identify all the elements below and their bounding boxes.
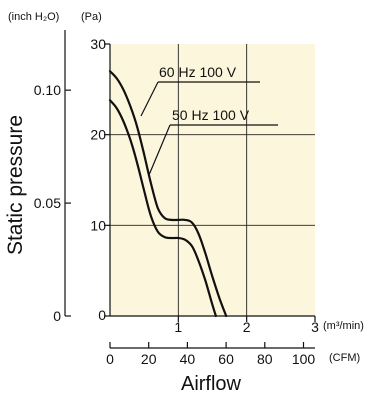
series-line-50hz (108, 99, 217, 318)
series-lines (108, 70, 228, 318)
y-tick-label: 0 (98, 307, 106, 323)
cfm-tick-label: 40 (180, 351, 196, 367)
y-ticks-inch: 0 0.05 0.10 (34, 82, 71, 324)
x-axis-label: Airflow (181, 373, 242, 395)
y-unit-secondary: (inch H₂O) (8, 11, 59, 23)
plot-background (110, 44, 315, 316)
cfm-tick-label: 20 (141, 351, 157, 367)
x-ticks-cfm: 0 20 40 60 80 100 (106, 342, 315, 367)
annotation-50hz: 50 Hz 100 V (148, 107, 278, 176)
x-ticks-m3: 1 2 3 (174, 316, 319, 335)
annotation-60hz: 60 Hz 100 V (140, 64, 260, 117)
cfm-tick-label: 80 (257, 351, 273, 367)
series-line-60hz (108, 70, 228, 318)
leader-60hz (140, 81, 159, 117)
x-unit-primary: (m³/min) (323, 320, 364, 332)
y-axis-label: Static pressure (4, 115, 27, 255)
inch-tick-label: 0.10 (34, 82, 61, 98)
series-label-60hz: 60 Hz 100 V (159, 64, 237, 80)
series-label-50hz: 50 Hz 100 V (172, 107, 250, 123)
x-unit-secondary: (CFM) (329, 352, 360, 364)
cfm-tick-label: 0 (106, 351, 114, 367)
inch-tick-label: 0.05 (34, 195, 61, 211)
y-tick-label: 10 (90, 217, 106, 233)
grid (110, 44, 315, 316)
x-tick-label: 2 (243, 319, 251, 335)
y-unit-primary: (Pa) (81, 11, 102, 23)
x-tick-label: 1 (174, 319, 182, 335)
leader-50hz (148, 124, 171, 176)
y-tick-label: 30 (90, 36, 106, 52)
x-tick-label: 3 (311, 319, 319, 335)
y-ticks-pa: 0 10 20 30 (90, 36, 110, 323)
cfm-tick-label: 60 (218, 351, 234, 367)
y-tick-label: 20 (90, 127, 106, 143)
inch-tick-label: 0 (53, 308, 61, 324)
cfm-tick-label: 100 (292, 351, 316, 367)
